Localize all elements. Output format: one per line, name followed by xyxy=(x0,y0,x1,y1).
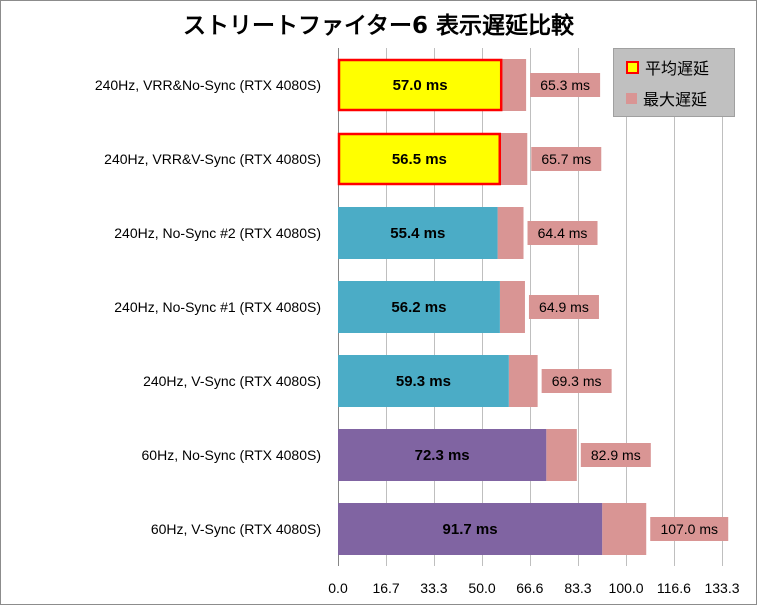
data-label-avg: 91.7 ms xyxy=(443,521,498,538)
x-tick-label: 0.0 xyxy=(328,580,348,596)
legend-item-avg: 平均遅延 xyxy=(626,56,709,78)
bar-avg xyxy=(337,132,502,186)
bar-max xyxy=(500,133,528,185)
data-label-max: 64.9 ms xyxy=(539,299,589,315)
x-tick-label: 33.3 xyxy=(420,580,447,596)
data-label-max-box xyxy=(527,221,598,245)
data-label-avg: 57.0 ms xyxy=(393,77,448,94)
bar-avg xyxy=(338,281,500,333)
x-tick-label: 66.6 xyxy=(516,580,543,596)
data-label-max: 107.0 ms xyxy=(660,521,718,537)
x-tick-label: 116.6 xyxy=(657,580,691,596)
x-tick-label: 16.7 xyxy=(372,580,399,596)
data-label-max: 82.9 ms xyxy=(591,447,641,463)
legend: 平均遅延 最大遅延 xyxy=(613,48,735,117)
category-label: 240Hz, V-Sync (RTX 4080S) xyxy=(143,373,321,389)
bar-max xyxy=(499,281,525,333)
category-label: 240Hz, VRR&No-Sync (RTX 4080S) xyxy=(95,77,321,93)
data-label-max-box xyxy=(531,147,602,171)
bar-max xyxy=(502,59,527,111)
x-tick-label: 133.3 xyxy=(704,580,739,596)
data-label-max-box xyxy=(530,73,601,97)
data-label-max: 65.7 ms xyxy=(541,151,591,167)
bar-avg xyxy=(338,355,509,407)
legend-swatch-avg xyxy=(626,60,639,74)
chart-title: ストリートファイター6 表示遅延比較 xyxy=(182,13,575,39)
data-label-max-box xyxy=(541,369,612,393)
data-label-avg: 56.2 ms xyxy=(391,299,446,316)
legend-item-max: 最大遅延 xyxy=(626,87,707,109)
bar-avg xyxy=(337,58,503,112)
category-label: 240Hz, VRR&V-Sync (RTX 4080S) xyxy=(104,151,321,167)
bar-avg xyxy=(338,429,547,481)
data-label-avg: 56.5 ms xyxy=(392,151,447,168)
category-label: 240Hz, No-Sync #1 (RTX 4080S) xyxy=(114,299,321,315)
bar-max xyxy=(497,207,524,259)
data-label-max-box xyxy=(528,295,599,319)
bar-max xyxy=(602,503,647,555)
legend-label-avg: 平均遅延 xyxy=(645,59,710,78)
category-label: 60Hz, V-Sync (RTX 4080S) xyxy=(151,521,321,537)
x-tick-label: 83.3 xyxy=(564,580,591,596)
x-tick-label: 50.0 xyxy=(468,580,495,596)
data-label-max: 65.3 ms xyxy=(540,77,590,93)
x-tick-label: 100.0 xyxy=(609,580,644,596)
bar-avg xyxy=(338,503,603,555)
bar-max xyxy=(508,355,538,407)
legend-label-max: 最大遅延 xyxy=(643,90,708,109)
data-label-max: 69.3 ms xyxy=(552,373,602,389)
legend-swatch-max xyxy=(626,92,637,104)
category-label: 240Hz, No-Sync #2 (RTX 4080S) xyxy=(114,225,321,241)
data-label-max-box xyxy=(580,443,651,467)
data-label-avg: 59.3 ms xyxy=(396,373,451,390)
data-label-avg: 55.4 ms xyxy=(390,225,445,242)
data-label-max-box xyxy=(650,517,729,541)
data-label-avg: 72.3 ms xyxy=(415,447,470,464)
category-label: 60Hz, No-Sync (RTX 4080S) xyxy=(142,447,321,463)
bar-avg xyxy=(338,207,498,259)
bar-max xyxy=(546,429,577,481)
data-label-max: 64.4 ms xyxy=(538,225,588,241)
